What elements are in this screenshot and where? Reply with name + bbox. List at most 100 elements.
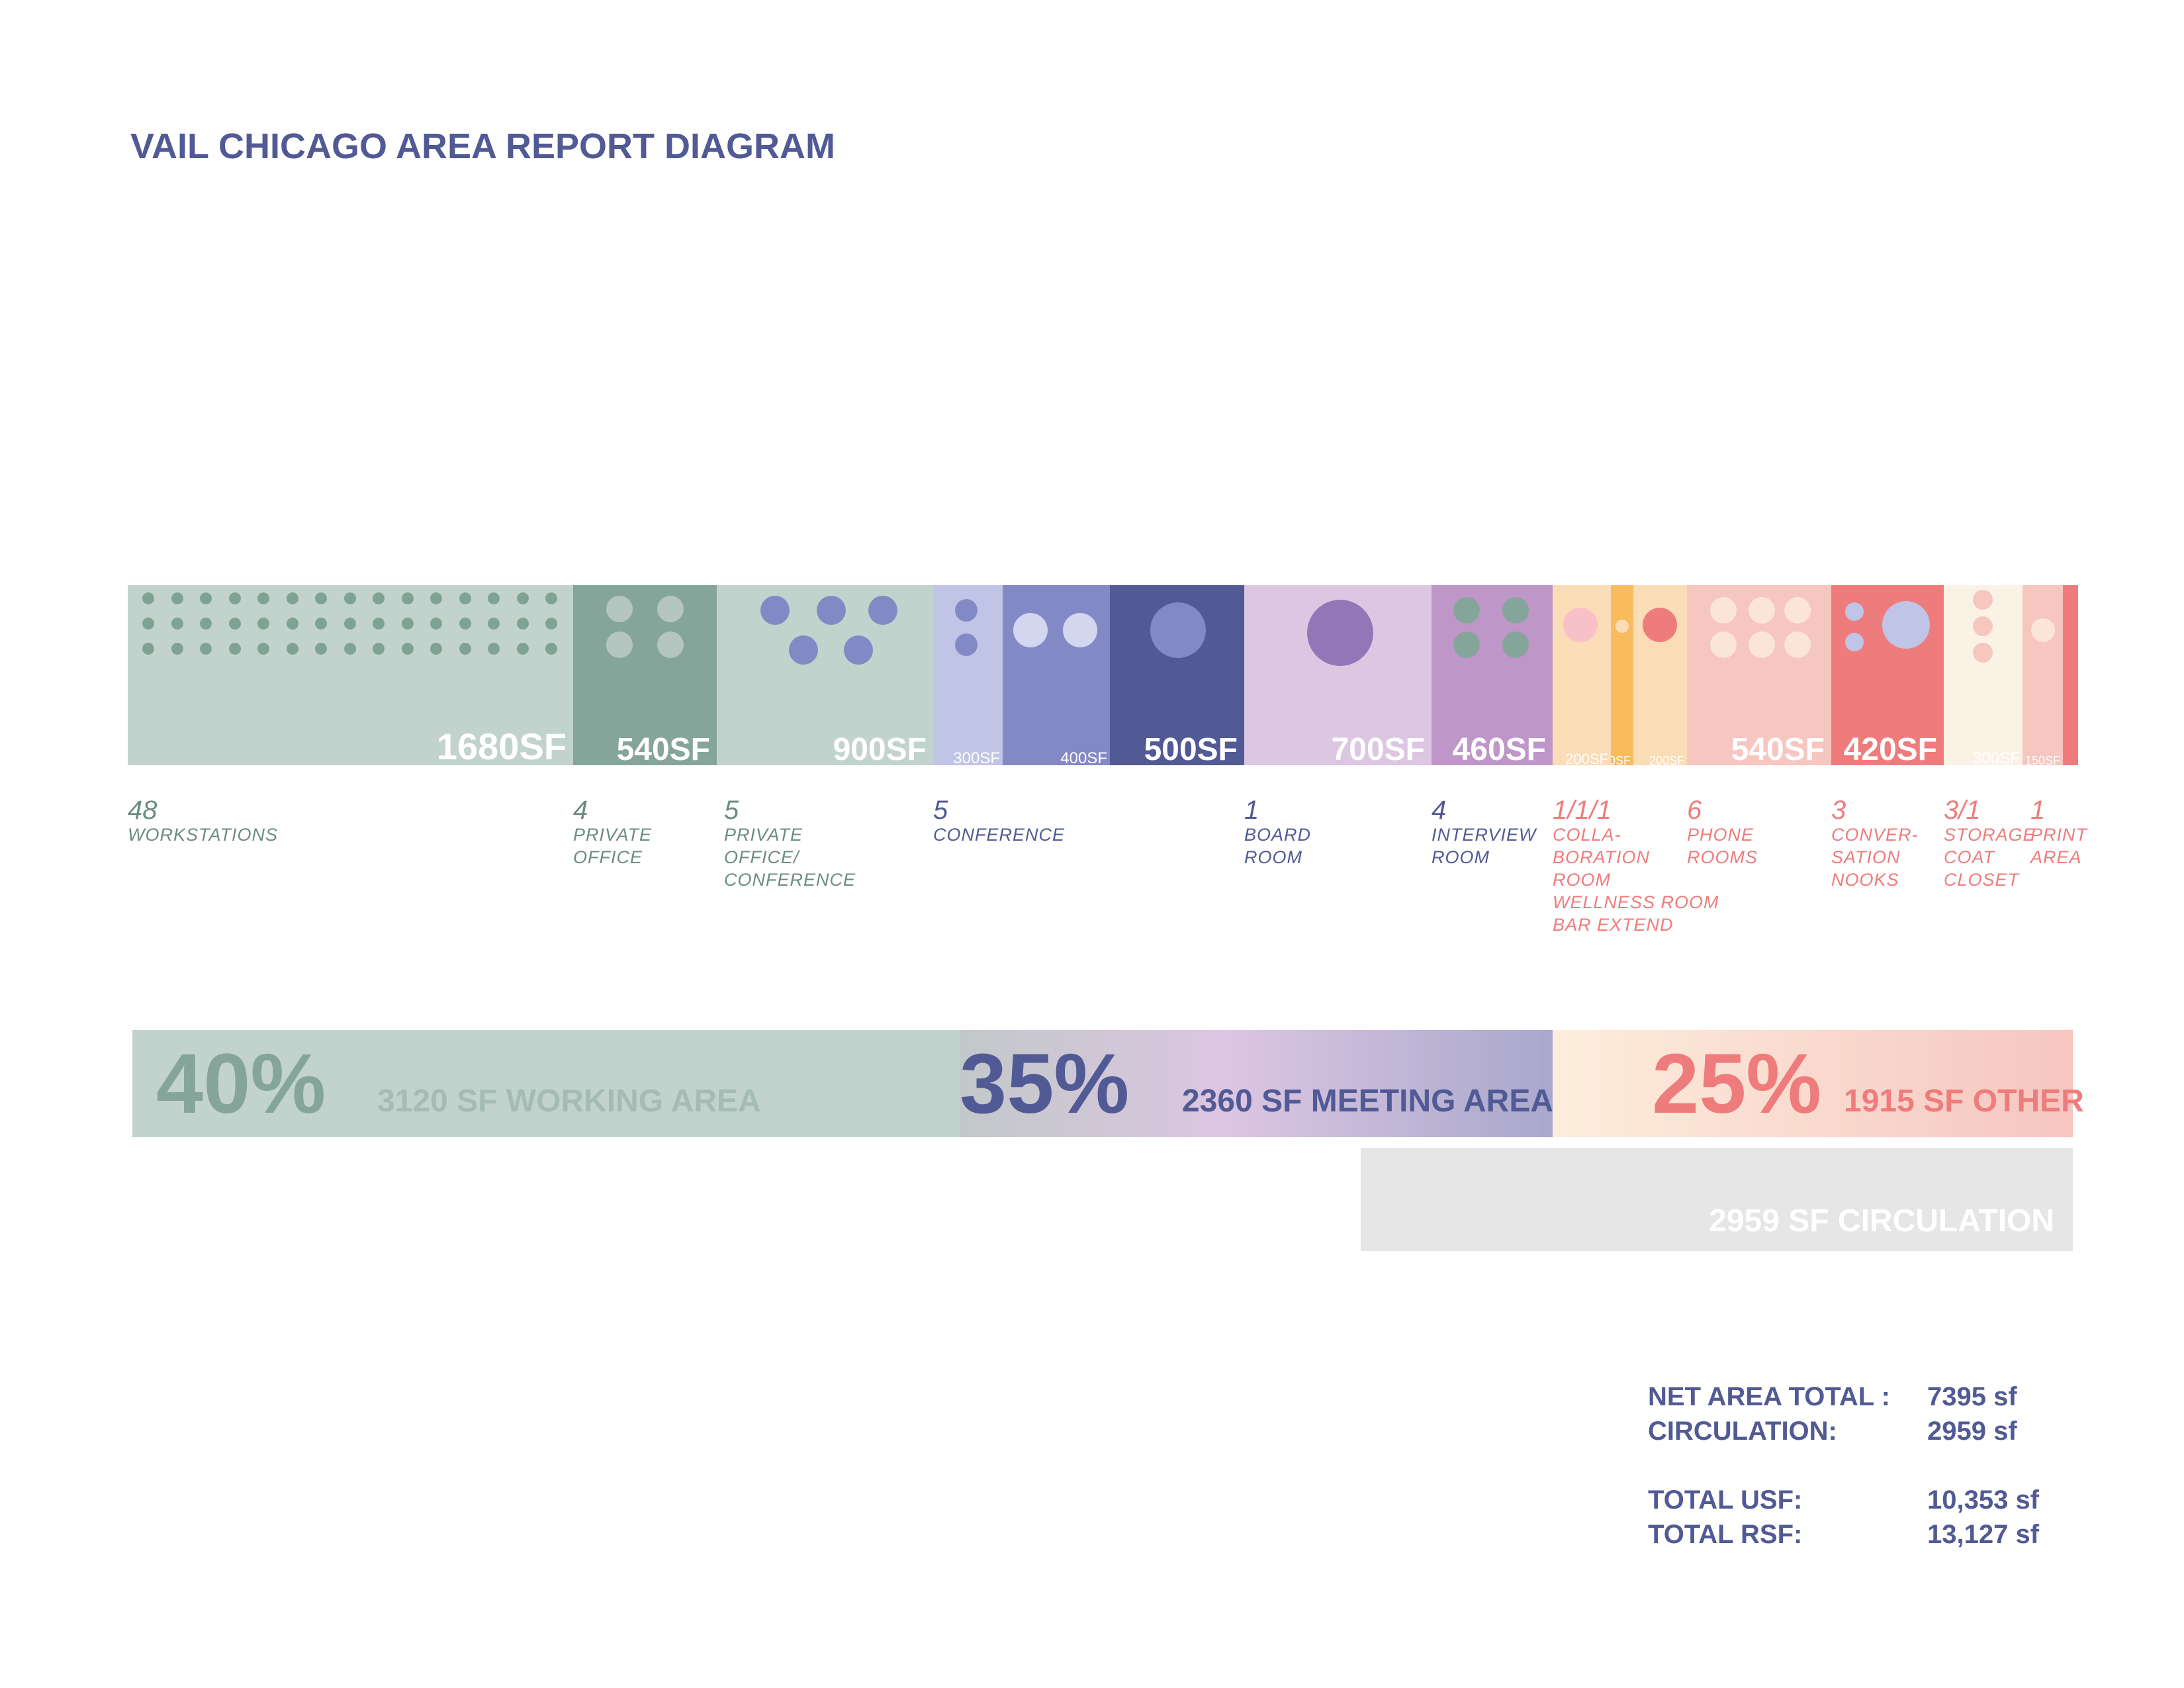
space-dot bbox=[1150, 602, 1206, 658]
space-dot bbox=[171, 592, 183, 604]
space-dot bbox=[1013, 613, 1048, 647]
space-dot bbox=[257, 618, 269, 630]
circulation-value: 2959 sf bbox=[1927, 1417, 2017, 1446]
working-area-percent: 40% bbox=[156, 1037, 326, 1131]
space-dot bbox=[200, 618, 212, 630]
space-count: 48 bbox=[128, 796, 158, 825]
area-segment: 500SF bbox=[1110, 585, 1244, 765]
page-title: VAIL CHICAGO AREA REPORT DIAGRAM bbox=[130, 126, 836, 166]
space-label: 4 PRIVATE OFFICE bbox=[573, 797, 652, 868]
meeting-area-bar: 35% 2360 SF MEETING AREA bbox=[960, 1030, 1553, 1137]
circulation-text: 2959 SF CIRCULATION bbox=[1709, 1203, 2054, 1239]
space-count: 3/1 bbox=[1944, 796, 1981, 825]
working-area-bar: 40% 3120 SF WORKING AREA bbox=[132, 1030, 960, 1137]
space-dot bbox=[844, 635, 873, 665]
space-count: 3 bbox=[1831, 796, 1846, 825]
space-dot bbox=[228, 618, 241, 630]
space-dot bbox=[401, 643, 414, 655]
space-dot bbox=[516, 618, 529, 630]
space-dot bbox=[1453, 597, 1480, 624]
space-dot bbox=[1749, 597, 1775, 624]
space-label: 3/1 STORAGE COAT CLOSET bbox=[1944, 797, 2036, 891]
space-name: PRIVATE OFFICE/ CONFERENCE bbox=[724, 825, 856, 890]
space-dot bbox=[1502, 632, 1529, 658]
net-area-label: NET AREA TOTAL : bbox=[1648, 1382, 1890, 1411]
space-dot bbox=[545, 618, 557, 630]
space-dot bbox=[488, 592, 500, 604]
space-dot bbox=[1502, 597, 1529, 624]
space-name: INTERVIEW ROOM bbox=[1432, 825, 1537, 867]
space-dot bbox=[430, 592, 442, 604]
area-segment bbox=[2063, 585, 2078, 765]
space-dot bbox=[1615, 620, 1629, 633]
space-dot bbox=[516, 592, 529, 604]
space-name: PHONE ROOMS bbox=[1687, 825, 1758, 867]
area-segment: 200SF bbox=[1553, 585, 1611, 765]
space-count: 4 bbox=[573, 796, 588, 825]
space-dot bbox=[228, 643, 241, 655]
space-dot bbox=[257, 643, 269, 655]
space-dot bbox=[228, 592, 241, 604]
space-dot bbox=[545, 592, 557, 604]
total-usf-value: 10,353 sf bbox=[1927, 1485, 2040, 1515]
space-dot bbox=[1973, 590, 1993, 610]
space-dot bbox=[459, 643, 471, 655]
space-name: PRINT AREA bbox=[2030, 825, 2087, 867]
other-area-text: 1915 SF OTHER bbox=[1844, 1084, 2084, 1119]
space-dot bbox=[373, 592, 385, 604]
space-dot bbox=[343, 592, 356, 604]
space-label: 6 PHONE ROOMS bbox=[1687, 797, 1758, 868]
area-segment: 150SF bbox=[2023, 585, 2063, 765]
area-strip: 1680SF 540SF 900SF 300SF 400SF 500SF 700SF 460S… bbox=[128, 585, 2078, 765]
space-dot bbox=[1563, 608, 1598, 642]
segment-area-label: 500SF bbox=[1144, 732, 1238, 765]
segment-area-label: 300SF bbox=[1973, 749, 2020, 765]
space-dot bbox=[606, 596, 633, 622]
space-dot bbox=[488, 643, 500, 655]
space-dot bbox=[315, 592, 327, 604]
segment-area-label: 540SF bbox=[1731, 732, 1825, 765]
space-dot bbox=[1453, 632, 1480, 658]
segment-area-label: 540SF bbox=[616, 732, 710, 765]
total-usf-label: TOTAL USF: bbox=[1648, 1485, 1803, 1515]
space-dot bbox=[606, 632, 633, 658]
space-dot bbox=[1882, 601, 1930, 649]
area-segment: 80SF bbox=[1611, 585, 1633, 765]
space-dot bbox=[171, 618, 183, 630]
segment-area-label: 700SF bbox=[1331, 732, 1425, 765]
segment-area-label: 460SF bbox=[1452, 732, 1546, 765]
space-dot bbox=[955, 599, 978, 622]
space-dot bbox=[373, 618, 385, 630]
space-count: 5 bbox=[724, 796, 739, 825]
space-dot bbox=[401, 618, 414, 630]
area-segment: 1680SF bbox=[128, 585, 573, 765]
space-label: 1/1/1 COLLA- BORATION ROOM WELLNESS ROOM … bbox=[1553, 797, 1719, 936]
meeting-area-text: 2360 SF MEETING AREA bbox=[1182, 1084, 1554, 1119]
space-dot bbox=[817, 596, 846, 625]
space-name: PRIVATE OFFICE bbox=[573, 825, 653, 867]
space-dot bbox=[315, 618, 327, 630]
space-dot bbox=[545, 643, 557, 655]
space-name: CONVER- SATION NOOKS bbox=[1831, 825, 1919, 890]
space-dot bbox=[401, 592, 414, 604]
space-dot bbox=[142, 618, 154, 630]
space-dot bbox=[171, 643, 183, 655]
area-segment: 300SF bbox=[1944, 585, 2023, 765]
space-dot bbox=[657, 632, 684, 658]
space-dot bbox=[142, 592, 154, 604]
space-dot bbox=[760, 596, 790, 625]
space-label: 48 WORKSTATIONS bbox=[128, 797, 278, 846]
space-dot bbox=[1710, 597, 1737, 624]
space-name: STORAGE COAT CLOSET bbox=[1944, 825, 2036, 890]
net-area-value: 7395 sf bbox=[1927, 1382, 2017, 1411]
segment-area-label: 900SF bbox=[833, 732, 927, 765]
space-dot bbox=[488, 618, 500, 630]
space-label: 5 CONFERENCE bbox=[933, 797, 1065, 846]
area-segment: 460SF bbox=[1432, 585, 1553, 765]
space-name: WORKSTATIONS bbox=[128, 825, 278, 845]
space-dot bbox=[955, 633, 978, 656]
segment-area-label: 150SF bbox=[2025, 754, 2060, 765]
segment-area-label: 420SF bbox=[1843, 732, 1937, 765]
space-dot bbox=[430, 643, 442, 655]
space-dot bbox=[459, 618, 471, 630]
